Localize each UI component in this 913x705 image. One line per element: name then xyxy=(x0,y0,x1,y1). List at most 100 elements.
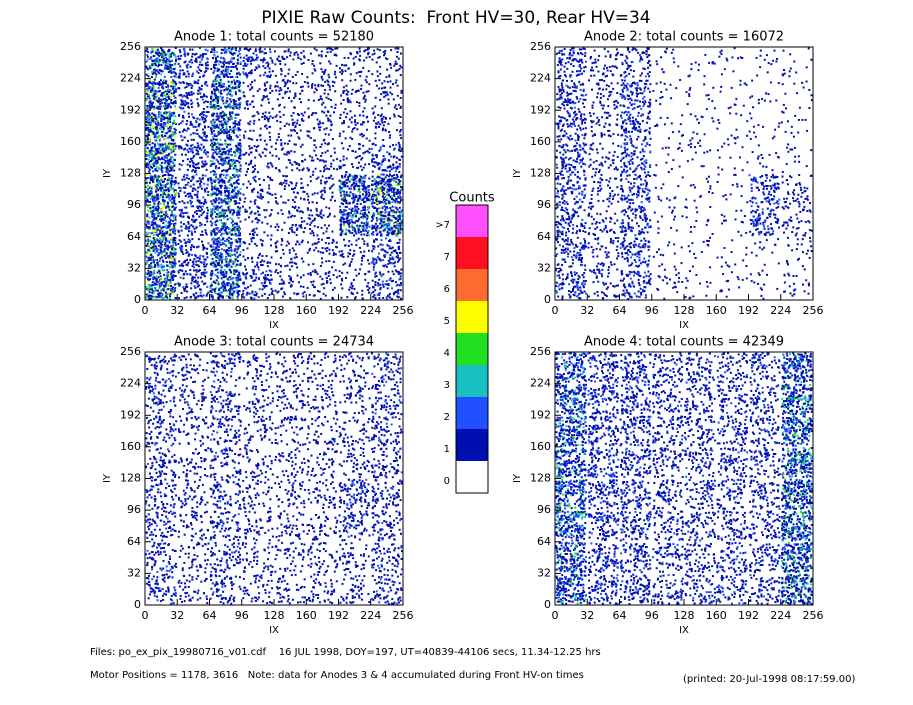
count-pixel xyxy=(310,232,312,234)
count-pixel xyxy=(380,239,382,241)
count-pixel xyxy=(379,229,381,231)
count-pixel xyxy=(189,165,191,167)
count-pixel xyxy=(249,293,251,295)
count-pixel xyxy=(389,262,391,264)
count-pixel xyxy=(271,293,273,295)
count-pixel xyxy=(231,293,233,295)
count-pixel xyxy=(181,139,183,141)
count-pixel xyxy=(374,289,376,291)
count-pixel xyxy=(357,200,359,202)
count-pixel xyxy=(173,262,175,264)
count-pixel xyxy=(230,283,232,285)
count-pixel xyxy=(196,270,198,272)
count-pixel xyxy=(191,124,193,126)
count-pixel xyxy=(253,130,255,132)
count-pixel xyxy=(284,265,286,267)
count-pixel xyxy=(212,163,214,165)
count-pixel xyxy=(197,180,199,182)
count-pixel xyxy=(190,282,192,284)
count-pixel xyxy=(150,257,152,259)
count-pixel xyxy=(157,290,159,292)
count-pixel xyxy=(180,122,182,124)
count-pixel xyxy=(301,182,303,184)
count-pixel xyxy=(373,158,375,160)
count-pixel xyxy=(148,171,150,173)
count-pixel xyxy=(211,294,213,296)
count-pixel xyxy=(236,202,238,204)
count-pixel xyxy=(195,189,197,191)
count-pixel xyxy=(239,199,241,201)
count-pixel xyxy=(238,225,240,227)
count-pixel xyxy=(294,196,296,198)
count-pixel xyxy=(260,264,262,266)
count-pixel xyxy=(157,249,159,251)
count-pixel xyxy=(302,261,304,263)
count-pixel xyxy=(156,180,158,182)
footer-files: Files: po_ex_pix_19980716_v01.cdf 16 JUL… xyxy=(90,647,601,658)
count-pixel xyxy=(264,293,266,295)
count-pixel xyxy=(238,228,240,230)
count-pixel xyxy=(175,191,177,193)
count-pixel xyxy=(225,261,227,263)
count-pixel xyxy=(364,177,366,179)
count-pixel xyxy=(388,202,390,204)
count-pixel xyxy=(201,272,203,274)
count-pixel xyxy=(226,233,228,235)
count-pixel xyxy=(382,215,384,217)
count-pixel xyxy=(321,257,323,259)
count-pixel xyxy=(334,148,336,150)
count-pixel xyxy=(204,189,206,191)
colorbar-cell xyxy=(456,429,488,461)
count-pixel xyxy=(235,128,237,130)
count-pixel xyxy=(284,293,286,295)
count-pixel xyxy=(326,237,328,239)
count-pixel xyxy=(375,144,377,146)
count-pixel xyxy=(206,256,208,258)
count-pixel xyxy=(355,215,357,217)
count-pixel xyxy=(288,135,290,137)
count-pixel xyxy=(321,227,323,229)
count-pixel xyxy=(312,194,314,196)
count-pixel xyxy=(276,250,278,252)
count-pixel xyxy=(316,234,318,236)
count-pixel xyxy=(146,121,148,123)
count-pixel xyxy=(341,287,343,289)
count-pixel xyxy=(182,212,184,214)
count-pixel xyxy=(191,205,193,207)
count-pixel xyxy=(366,197,368,199)
count-pixel xyxy=(240,154,242,156)
count-pixel xyxy=(313,234,315,236)
count-pixel xyxy=(157,203,159,205)
count-pixel xyxy=(343,256,345,258)
count-pixel xyxy=(368,250,370,252)
count-pixel xyxy=(150,210,152,212)
count-pixel xyxy=(294,187,296,189)
count-pixel xyxy=(303,220,305,222)
count-pixel xyxy=(192,152,194,154)
count-pixel xyxy=(225,187,227,189)
count-pixel xyxy=(180,214,182,216)
count-pixel xyxy=(362,145,364,147)
count-pixel xyxy=(239,139,241,141)
count-pixel xyxy=(330,166,332,168)
count-pixel xyxy=(336,276,338,278)
count-pixel xyxy=(220,121,222,123)
count-pixel xyxy=(388,295,390,297)
count-pixel xyxy=(276,120,278,122)
count-pixel xyxy=(386,185,388,187)
count-pixel xyxy=(267,192,269,194)
count-pixel xyxy=(386,194,388,196)
count-pixel xyxy=(150,162,152,164)
count-pixel xyxy=(224,114,226,116)
count-pixel xyxy=(382,273,384,275)
count-pixel xyxy=(205,229,207,231)
count-pixel xyxy=(297,241,299,243)
count-pixel xyxy=(333,252,335,254)
count-pixel xyxy=(397,190,399,192)
count-pixel xyxy=(156,166,158,168)
count-pixel xyxy=(167,163,169,165)
count-pixel xyxy=(163,237,165,239)
count-pixel xyxy=(335,253,337,255)
count-pixel xyxy=(172,134,174,136)
count-pixel xyxy=(400,272,402,274)
